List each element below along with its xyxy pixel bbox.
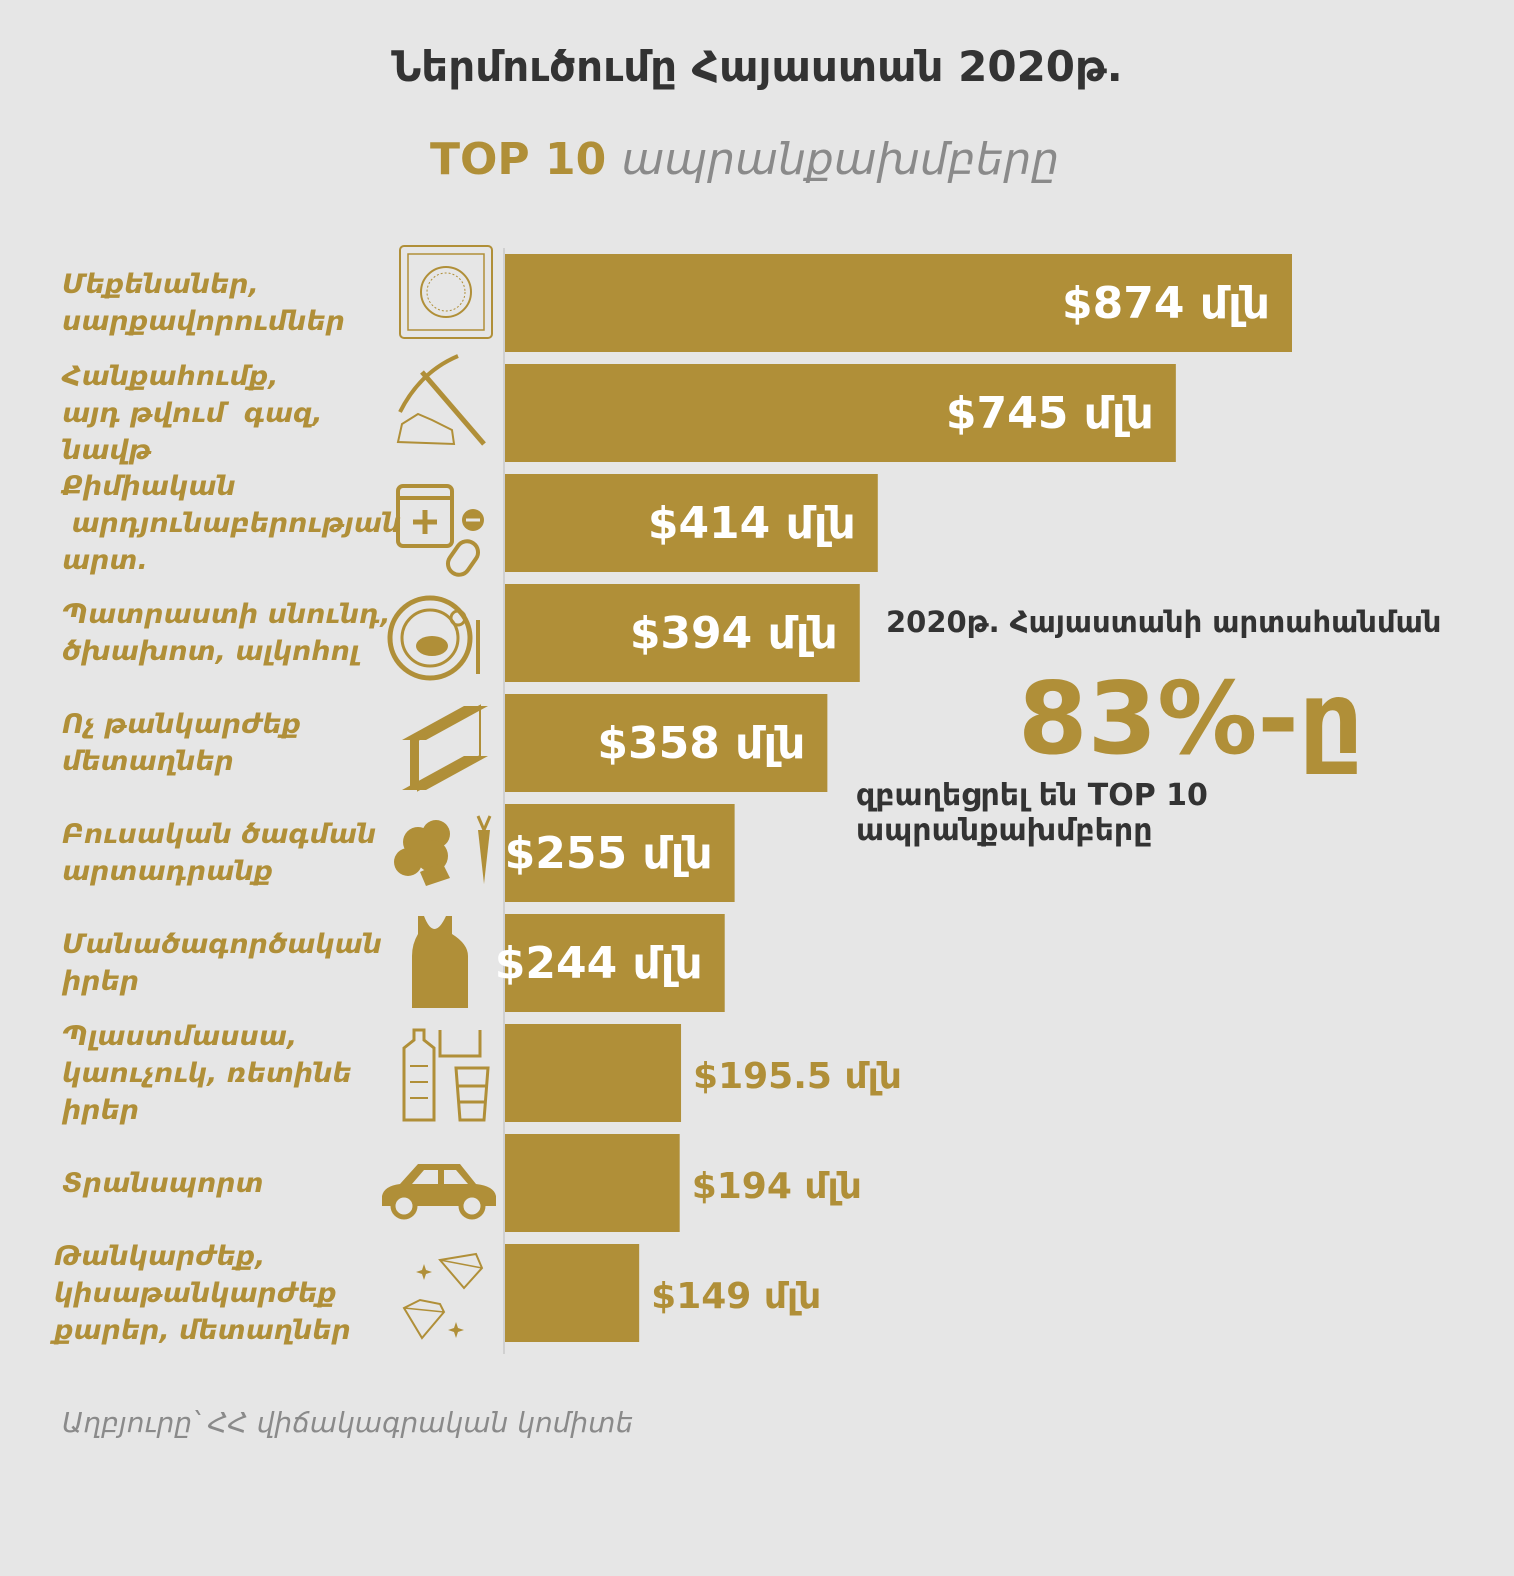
- category-label-9: Թանկարժեք, կիսաթանկարժեք քարեր, մետաղներ: [54, 1238, 384, 1349]
- category-label-line: ծխախոտ, ալկոհոլ: [62, 636, 360, 667]
- category-label-line: արդյունաբերության: [62, 507, 402, 539]
- value-label-8: $194 մլն: [692, 1166, 862, 1207]
- plastic-bottles-icon: [402, 1028, 490, 1122]
- category-label-line: Թանկարժեք,: [54, 1240, 266, 1272]
- category-label-line: նավթ: [62, 434, 152, 466]
- bar-baseline: [503, 248, 505, 1354]
- metal-beam-icon: [402, 704, 488, 792]
- broccoli-carrot-icon: [394, 815, 492, 886]
- category-label-line: Բուսական ծագման: [62, 819, 377, 850]
- category-label-6: Մանածագործական իրեր: [62, 926, 392, 1000]
- tank-top-icon: [412, 916, 468, 1008]
- share-percent: 83%-ը: [1018, 660, 1364, 777]
- chart-subtitle: TOP 10 ապրանքախմբերը: [430, 134, 1059, 185]
- bar-1: [505, 364, 1176, 462]
- category-label-1: Հանքահումք, այդ թվում գազ, նավթ: [62, 358, 392, 469]
- value-label-7: $195.5 մլն: [693, 1056, 902, 1097]
- food-plate-icon: [387, 595, 480, 681]
- bar-0: [505, 254, 1292, 352]
- value-label-4: $358 մլն: [597, 718, 805, 769]
- bar-8: [505, 1134, 680, 1232]
- value-label-9: $149 մլն: [651, 1276, 821, 1317]
- medicine-icon: [396, 484, 484, 577]
- category-label-line: Մանածագործական: [62, 929, 382, 960]
- value-label-3: $394 մլն: [630, 608, 838, 659]
- bar-3: [505, 584, 860, 682]
- bar-5: [505, 804, 735, 902]
- category-label-line: Քիմիական: [62, 470, 236, 502]
- category-label-line: Պլաստմասսա,: [62, 1020, 298, 1052]
- category-label-8: Տրանսպորտ: [62, 1165, 392, 1202]
- value-label-5: $255 մլն: [505, 828, 713, 879]
- category-label-3: Պատրաստի սնունդ, ծխախոտ, ալկոհոլ: [62, 596, 392, 670]
- value-label-1: $745 մլն: [946, 388, 1154, 439]
- category-label-line: իրեր: [62, 966, 140, 997]
- category-label-line: սարքավորումներ: [62, 306, 345, 337]
- bar-7: [505, 1024, 682, 1122]
- category-label-2: Քիմիական արդյունաբերության արտ.: [62, 468, 402, 579]
- bar-4: [505, 694, 828, 792]
- category-label-line: իրեր: [62, 1094, 140, 1126]
- category-label-line: արտադրանք: [62, 856, 273, 887]
- subtitle-highlight: TOP 10: [430, 134, 607, 185]
- diamonds-icon: [402, 1252, 484, 1340]
- category-label-line: այդ թվում գազ,: [62, 397, 323, 429]
- category-label-line: Հանքահումք,: [62, 360, 279, 392]
- category-label-7: Պլաստմասսա, կաուչուկ, ռետինե իրեր: [62, 1018, 392, 1129]
- car-icon: [382, 1164, 496, 1220]
- category-label-line: Ոչ թանկարժեք: [62, 709, 301, 740]
- category-label-4: Ոչ թանկարժեք մետաղներ: [62, 706, 392, 780]
- washing-machine-icon: [399, 245, 493, 339]
- value-label-2: $414 մլն: [648, 498, 856, 549]
- bar-9: [505, 1244, 640, 1342]
- source-note: Աղբյուրը՝ ՀՀ վիճակագրական կոմիտե: [62, 1406, 634, 1439]
- category-label-line: արտ.: [62, 544, 148, 576]
- category-label-line: քարեր, մետաղներ: [54, 1314, 351, 1346]
- category-label-5: Բուսական ծագման արտադրանք: [62, 816, 392, 890]
- value-label-6: $244 մլն: [495, 938, 703, 989]
- pickaxe-icon: [396, 354, 486, 446]
- value-label-0: $874 մլն: [1062, 278, 1270, 329]
- share-caption-bottom: զբաղեցրել են TOP 10 ապրանքախմբերը: [856, 778, 1208, 848]
- category-label-line: Մեքենաներ,: [62, 269, 259, 300]
- category-label-line: մետաղներ: [62, 746, 234, 777]
- category-label-line: Տրանսպորտ: [62, 1167, 264, 1199]
- chart-title: Ներմուծումը Հայաստան 2020թ.: [391, 42, 1123, 91]
- category-label-line: Պատրաստի սնունդ,: [62, 599, 391, 630]
- subtitle-rest: ապրանքախմբերը: [621, 134, 1060, 185]
- bar-6: [505, 914, 725, 1012]
- share-caption-top: 2020թ. Հայաստանի արտահանման: [886, 605, 1442, 639]
- category-label-line: կաուչուկ, ռետինե: [62, 1057, 352, 1089]
- category-label-0: Մեքենաներ, սարքավորումներ: [62, 266, 392, 340]
- category-label-line: կիսաթանկարժեք: [54, 1277, 337, 1309]
- bar-2: [505, 474, 878, 572]
